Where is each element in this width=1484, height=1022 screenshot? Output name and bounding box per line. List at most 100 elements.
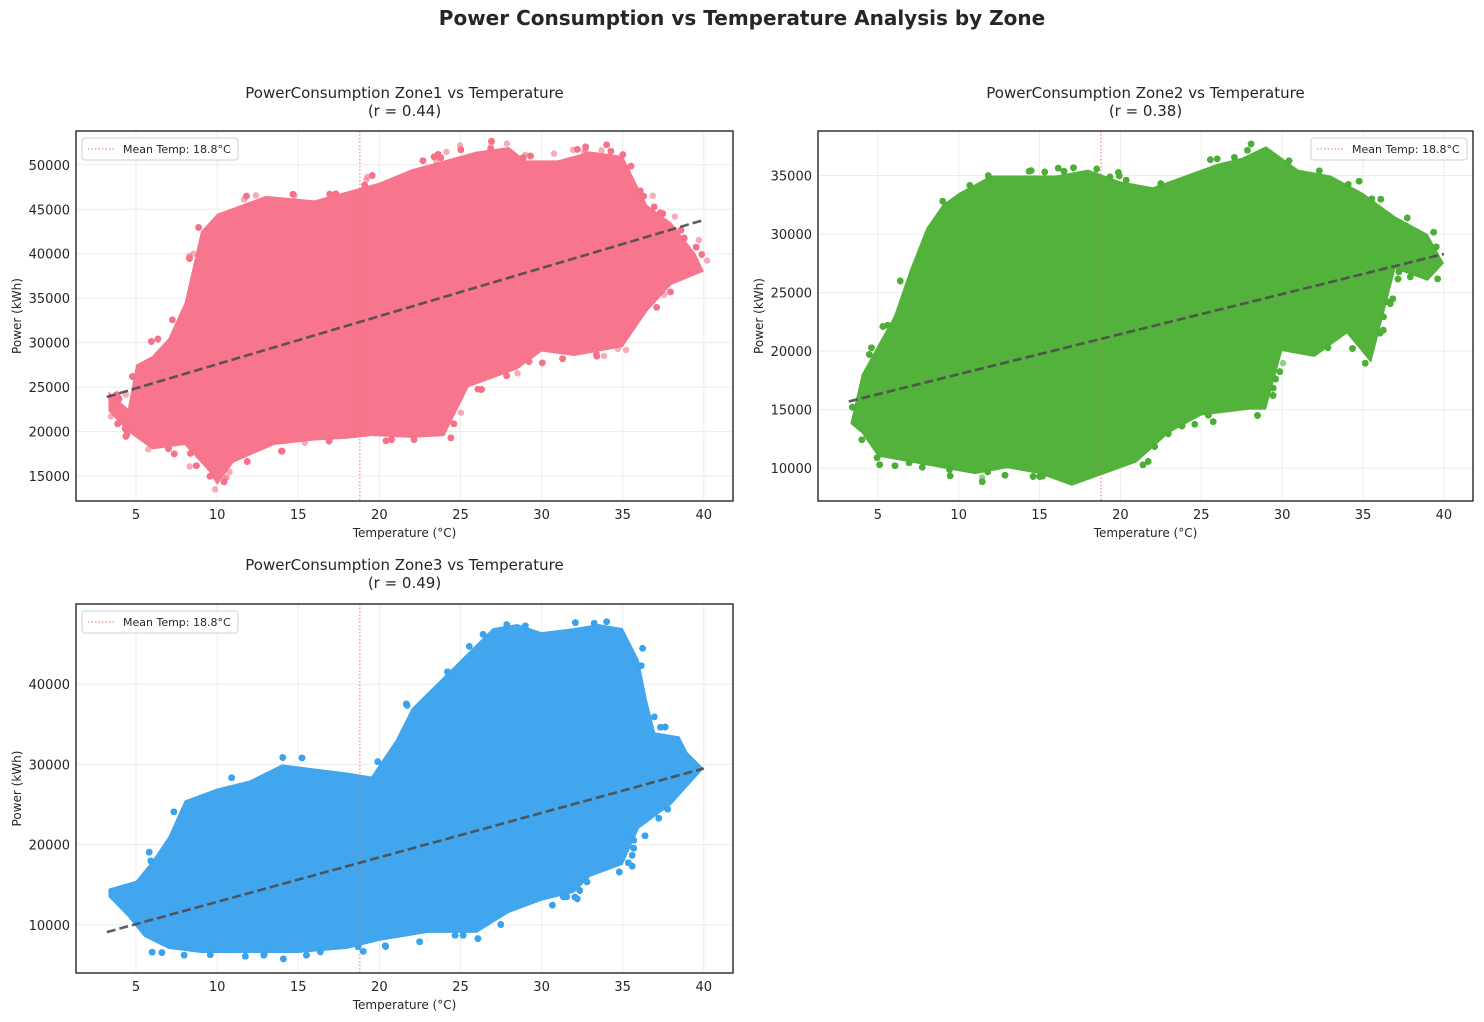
y-tick-label: 40000: [29, 248, 70, 263]
y-tick-label: 15000: [771, 404, 812, 419]
scatter-point: [419, 157, 427, 164]
scatter-point: [450, 420, 458, 427]
scatter-point: [113, 391, 121, 398]
legend-mean-temp-label: Mean Temp: 18.8°C: [123, 616, 231, 629]
scatter-points-zone1: [107, 138, 711, 493]
scatter-point: [280, 955, 287, 963]
scatter-point: [1055, 164, 1062, 172]
scatter-point: [1279, 359, 1287, 367]
scatter-point: [662, 723, 669, 731]
scatter-point: [876, 461, 883, 468]
scatter-point: [148, 949, 156, 956]
scatter-dense-region: [108, 147, 704, 485]
scatter-point: [369, 172, 376, 179]
x-tick-label: 25: [1193, 508, 1210, 523]
scatter-point: [657, 724, 664, 731]
y-tick-label: 10000: [771, 462, 812, 477]
scatter-point: [1145, 458, 1152, 465]
scatter-point: [1093, 165, 1100, 173]
scatter-point: [123, 431, 131, 438]
scatter-point: [576, 887, 583, 894]
x-tick-label: 25: [452, 508, 469, 523]
axes-frame-zone3: [75, 603, 734, 974]
scatter-point: [443, 148, 450, 156]
scatter-point: [985, 172, 992, 179]
scatter-point: [891, 462, 899, 469]
scatter-point: [873, 454, 881, 461]
axes-frame-zone1: [75, 130, 734, 502]
x-tick-label: 35: [614, 508, 631, 523]
scatter-point: [121, 425, 129, 432]
panel-title-zone1-r: (r = 0.44): [367, 102, 442, 120]
scatter-point: [884, 322, 891, 329]
scatter-point: [226, 468, 233, 476]
scatter-point: [1270, 384, 1277, 392]
scatter-point: [1324, 344, 1332, 351]
scatter-point: [497, 921, 504, 928]
scatter-point: [1394, 275, 1402, 283]
scatter-point: [629, 852, 636, 859]
scatter-point: [1407, 273, 1414, 281]
y-tick-label: 30000: [29, 758, 70, 773]
scatter-point: [154, 335, 162, 343]
scatter-point: [243, 192, 250, 200]
scatter-point: [1368, 195, 1376, 203]
scatter-point: [1316, 167, 1323, 174]
scatter-point: [563, 893, 570, 900]
chart-zone2: 5 10 15 20 25 30 35 401000015000200002500030000…: [752, 130, 1474, 540]
x-tick-label: 30: [533, 508, 550, 523]
scatter-point: [1285, 157, 1293, 164]
scatter-point: [298, 754, 306, 762]
scatter-dense-region: [108, 624, 704, 953]
panel-title-zone1-main: PowerConsumption Zone1 vs Temperature: [245, 84, 564, 102]
scatter-point: [979, 478, 986, 485]
scatter-point: [1039, 472, 1046, 480]
x-tick-label: 25: [452, 980, 469, 995]
scatter-point: [603, 618, 610, 625]
y-tick-label: 35000: [29, 292, 70, 307]
x-tick-label: 20: [371, 508, 388, 523]
scatter-point: [571, 893, 579, 901]
scatter-point: [326, 190, 333, 198]
scatter-point: [332, 190, 339, 197]
scatter-point: [868, 344, 875, 351]
scatter-point: [190, 250, 197, 257]
panel-title-zone2-main: PowerConsumption Zone2 vs Temperature: [986, 84, 1305, 102]
scatter-point: [522, 622, 529, 630]
scatter-point: [664, 806, 671, 813]
scatter-point: [671, 213, 679, 220]
scatter-point: [1349, 345, 1356, 352]
scatter-point: [1060, 168, 1068, 175]
legend-box: [1310, 137, 1468, 161]
scatter-point: [539, 359, 546, 367]
scatter-point: [220, 478, 228, 486]
scatter-point: [459, 932, 467, 939]
scatter-point: [228, 774, 235, 781]
scatter-point: [653, 304, 660, 311]
scatter-point: [503, 621, 510, 628]
scatter-point: [361, 181, 368, 189]
scatter-point: [503, 372, 510, 379]
scatter-point: [147, 857, 154, 865]
scatter-point: [244, 458, 251, 465]
scatter-point: [641, 832, 649, 839]
scatter-point: [593, 351, 600, 358]
scatter-points-zone3: [108, 618, 704, 963]
panel-title-zone2: PowerConsumption Zone2 vs Temperature (r…: [818, 84, 1473, 120]
panel-title-zone2-r: (r = 0.38): [1108, 102, 1183, 120]
scatter-point: [514, 370, 521, 377]
scatter-point: [158, 949, 166, 956]
scatter-point: [637, 187, 644, 194]
scatter-point: [186, 255, 193, 262]
legend-mean-temp-label: Mean Temp: 18.8°C: [1352, 143, 1460, 156]
chart-zone1: 5 10 15 20 25 30 35 401500020000250003000035000…: [10, 130, 734, 540]
scatter-point: [1389, 295, 1397, 302]
chart-zone3: 5 10 15 20 25 30 35 4010000200003000040000Tempe…: [10, 603, 734, 1012]
scatter-point: [1207, 156, 1214, 163]
scatter-point: [1191, 421, 1198, 428]
scatter-point: [303, 952, 310, 959]
scatter-point: [619, 151, 627, 158]
scatter-point: [487, 145, 494, 152]
scatter-point: [572, 619, 579, 626]
scatter-point: [437, 154, 444, 161]
